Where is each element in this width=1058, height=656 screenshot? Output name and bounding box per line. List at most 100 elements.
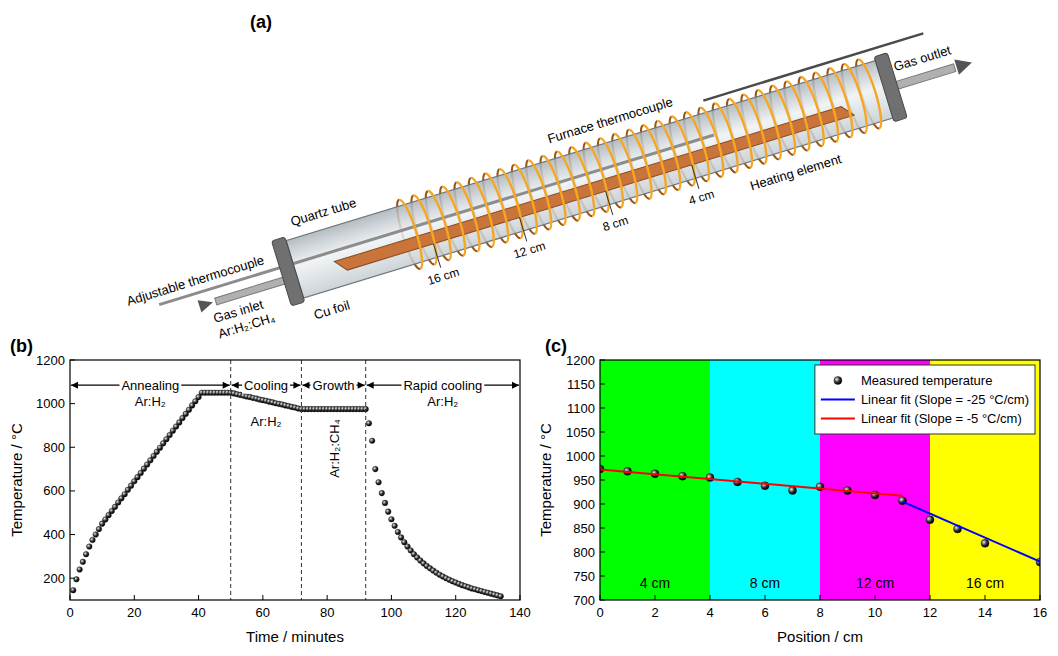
y-tick	[70, 534, 75, 535]
data-point	[366, 420, 372, 426]
y-tick	[70, 447, 75, 448]
data-point	[90, 537, 96, 543]
position-label: 4 cm	[687, 187, 716, 208]
plot-frame	[70, 360, 520, 600]
region-label: 8 cm	[750, 575, 780, 591]
arrow-head	[512, 382, 519, 389]
phase-label: Annealing	[121, 378, 179, 393]
x-tick	[134, 595, 135, 600]
data-point	[379, 490, 385, 496]
data-point	[373, 466, 379, 472]
x-tick-label: 10	[868, 605, 882, 620]
x-tick-label: 4	[706, 605, 713, 620]
y-tick-label: 1150	[567, 377, 595, 392]
x-tick-label: 120	[445, 605, 467, 620]
data-point	[382, 500, 388, 506]
y-axis-title: Temperature / °C	[537, 423, 554, 537]
x-tick-label: 14	[978, 605, 992, 620]
data-point	[398, 535, 404, 541]
diagram-label: Cu foil	[312, 297, 352, 322]
y-tick	[600, 480, 605, 481]
legend-symbol	[821, 399, 855, 401]
y-tick	[600, 432, 605, 433]
y-tick-label: 1100	[567, 401, 595, 416]
diagram-label: Heating element	[748, 151, 843, 193]
gas-label: Ar:H₂	[427, 394, 458, 409]
y-tick-label: 1050	[566, 425, 595, 440]
chart-texts: 4 cm8 cm12 cm16 cm	[640, 575, 1004, 591]
data-point	[70, 587, 76, 593]
data-point	[395, 529, 401, 535]
arrow-head	[367, 382, 374, 389]
x-tick	[985, 595, 986, 600]
position-marker	[692, 165, 699, 189]
x-tick-label: 60	[256, 605, 270, 620]
data-point	[392, 523, 398, 529]
y-tick	[600, 504, 605, 505]
x-axis-title: Time / minutes	[246, 628, 344, 645]
fit-line	[600, 469, 903, 495]
y-tick-label: 900	[573, 497, 595, 512]
gas-label: Ar:H₂:CH₄	[327, 419, 342, 478]
plot-area	[600, 360, 1040, 600]
data-point	[74, 576, 80, 582]
y-tick-label: 850	[573, 521, 595, 536]
gas-label: Ar:H₂	[135, 394, 166, 409]
label-patch	[401, 377, 484, 394]
chart-panel: AnnealingAr:H₂CoolingAr:H₂GrowthAr:H₂:CH…	[8, 336, 531, 645]
label-patch	[311, 377, 357, 394]
y-axis-title: Temperature / °C	[8, 423, 25, 537]
y-tick-label: 1200	[566, 353, 595, 368]
y-tick-label: 400	[43, 527, 65, 542]
legend-label: Linear fit (Slope = -25 °C/cm)	[861, 392, 1029, 407]
data-point	[926, 516, 934, 524]
region-label: 4 cm	[640, 575, 670, 591]
data-point	[389, 516, 395, 522]
arrow-head	[302, 382, 309, 389]
y-tick-label: 1000	[566, 449, 595, 464]
diagram-label: Quartz tube	[289, 195, 358, 229]
phase-label: Growth	[313, 378, 355, 393]
diagram-label: Adjustable thermocouple	[125, 252, 266, 308]
arrow-head	[293, 382, 300, 389]
legend-box	[815, 365, 1035, 434]
x-tick	[455, 595, 456, 600]
position-label: 8 cm	[601, 213, 630, 234]
legend-symbol	[834, 377, 842, 385]
x-tick	[520, 595, 521, 600]
x-tick-label: 40	[191, 605, 205, 620]
data-point	[83, 551, 89, 557]
y-tick-label: 750	[573, 569, 595, 584]
furnace-diagram: 16 cm12 cm8 cm4 cmFurnace thermocoupleQu…	[115, 7, 989, 378]
flange	[272, 237, 305, 306]
y-tick-label: 1000	[36, 396, 65, 411]
y-tick-label: 800	[573, 545, 595, 560]
panel-letter: (a)	[250, 12, 272, 32]
figure: (a)16 cm12 cm8 cm4 cmFurnace thermocoupl…	[0, 0, 1058, 656]
phase-label: Rapid cooling	[403, 378, 482, 393]
data-point	[369, 438, 375, 444]
position-label: 12 cm	[512, 239, 547, 262]
legend-label: Linear fit (Slope = -5 °C/cm)	[861, 411, 1022, 426]
plot-frame	[600, 360, 1040, 600]
region-label: 16 cm	[966, 575, 1004, 591]
x-tick	[930, 595, 931, 600]
y-tick	[70, 490, 75, 491]
chart-texts: AnnealingAr:H₂CoolingAr:H₂GrowthAr:H₂:CH…	[71, 377, 519, 478]
region-band	[600, 360, 710, 600]
y-tick	[600, 600, 605, 601]
phase-label: Cooling	[244, 378, 288, 393]
position-marker	[433, 244, 440, 268]
diagram-label: Gas outlet	[892, 42, 953, 74]
x-tick	[391, 595, 392, 600]
y-tick	[600, 360, 605, 361]
data-point	[981, 539, 989, 547]
x-tick	[327, 595, 328, 600]
y-tick	[600, 408, 605, 409]
arrow-head	[232, 382, 239, 389]
x-tick-label: 12	[923, 605, 937, 620]
position-label: 16 cm	[426, 265, 461, 288]
label-patch	[242, 377, 290, 394]
label-patch	[119, 377, 181, 394]
legend-symbol	[821, 418, 855, 420]
